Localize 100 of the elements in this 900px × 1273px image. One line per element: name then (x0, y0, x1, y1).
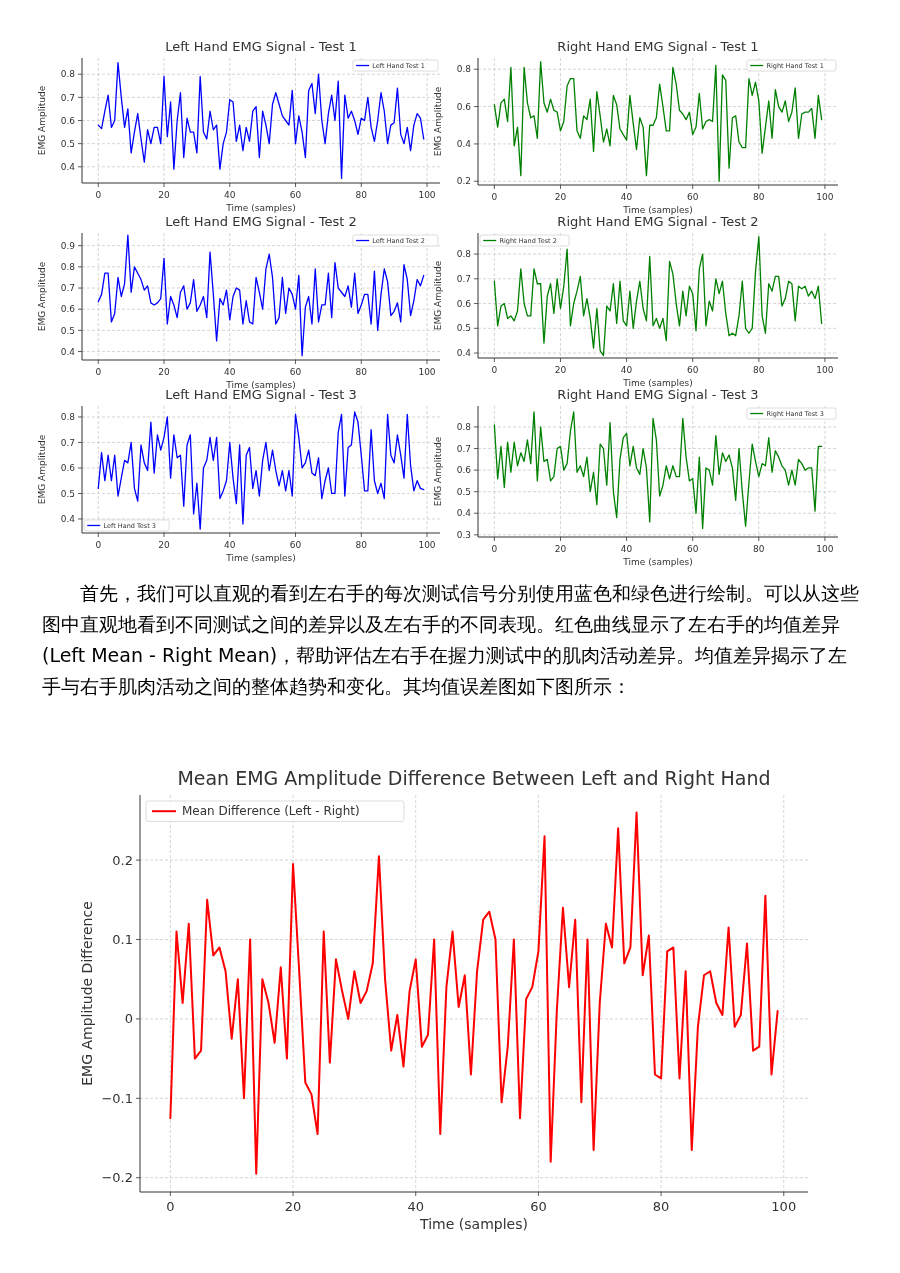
y-tick-label: 0.8 (456, 422, 472, 433)
x-axis-title: Time (samples) (225, 203, 296, 213)
legend-label: Mean Difference (Left - Right) (182, 804, 360, 819)
x-tick-label: 20 (284, 1199, 302, 1214)
text: 首先，我们可以直观的看到左右手的每次测试信号分别使用蓝色和绿色进行绘制。可以从这些图中直观地看到不同测试之间的差异以及左右手的不同表现。红色曲线显示了左右手的均值差异 (Left Mean - Right Mean)，帮助评估左右手在握力测试中的肌肉活动差异。均值差异揭示了左手与右手肌肉活动之间的整体趋势和变化。其均值误差图如下图所示： (42, 581, 860, 699)
y-tick-label: 0.5 (60, 488, 75, 499)
y-tick-label: 0.2 (112, 852, 133, 868)
y-tick-label: 0.7 (60, 437, 75, 448)
y-tick-label: 0.7 (60, 92, 75, 103)
x-tick-label: 20 (158, 367, 171, 377)
y-tick-label: 0.4 (456, 348, 472, 359)
y-axis-title: EMG Amplitude (37, 261, 47, 332)
y-tick-label: 0.2 (456, 176, 471, 187)
y-axis-title: EMG Amplitude (433, 260, 443, 331)
line-series (493, 61, 823, 182)
x-tick-label: 20 (158, 190, 171, 200)
y-tick-label: 0.4 (456, 139, 472, 150)
x-tick-label: 20 (554, 365, 567, 375)
x-tick-label: 20 (158, 540, 171, 550)
x-tick-label: 60 (530, 1199, 547, 1214)
x-tick-label: 0 (491, 365, 498, 375)
y-tick-label: 0.9 (60, 240, 76, 251)
x-tick-label: 40 (407, 1199, 424, 1214)
y-tick-label: 0.6 (60, 115, 76, 126)
x-tick-label: 100 (816, 365, 834, 375)
x-tick-label: 100 (418, 540, 436, 550)
y-tick-label: 0.8 (60, 412, 76, 423)
x-tick-label: 60 (289, 190, 302, 200)
y-tick-label: −0.1 (101, 1090, 133, 1106)
y-tick-label: 0.7 (60, 283, 75, 294)
y-tick-label: 0.6 (456, 101, 472, 112)
line-series (97, 411, 425, 530)
y-tick-label: 0.4 (60, 514, 76, 525)
x-tick-label: 20 (554, 192, 567, 202)
x-tick-label: 40 (224, 540, 236, 550)
x-tick-label: 0 (491, 544, 498, 554)
x-tick-label: 60 (686, 544, 699, 554)
chart-title: Left Hand EMG Signal - Test 2 (165, 213, 357, 229)
y-tick-label: −0.2 (101, 1170, 133, 1186)
y-axis-title: EMG Amplitude (433, 436, 443, 507)
y-tick-label: 0.6 (456, 298, 472, 309)
chart-title: Mean EMG Amplitude Difference Between Left and Right Hand (177, 766, 771, 789)
x-tick-label: 100 (816, 544, 834, 554)
x-tick-label: 20 (554, 544, 567, 554)
x-tick-label: 60 (289, 367, 302, 377)
y-tick-label: 0.4 (60, 346, 76, 357)
y-tick-label: 0.8 (60, 69, 76, 80)
x-tick-label: 40 (224, 190, 236, 200)
x-tick-label: 0 (166, 1199, 175, 1214)
x-tick-label: 100 (418, 190, 436, 200)
y-axis-title: EMG Amplitude (37, 434, 47, 505)
y-tick-label: 0.5 (456, 486, 471, 497)
x-tick-label: 60 (686, 365, 699, 375)
y-tick-label: 0.5 (60, 138, 75, 149)
x-tick-label: 80 (355, 540, 368, 550)
y-tick-label: 0.1 (112, 932, 133, 948)
x-tick-label: 80 (753, 544, 765, 554)
y-axis-title: EMG Amplitude Difference (79, 901, 95, 1086)
x-tick-label: 80 (753, 365, 765, 375)
y-tick-label: 0.8 (60, 262, 76, 273)
y-tick-label: 0.3 (456, 529, 471, 540)
line-series (493, 411, 823, 530)
y-tick-label: 0.6 (60, 463, 76, 474)
x-axis-title: Time (samples) (622, 557, 693, 567)
y-tick-label: 0.6 (456, 465, 472, 476)
x-tick-label: 100 (816, 192, 834, 202)
y-tick-label: 0.4 (456, 508, 472, 519)
x-axis-title: Time (samples) (225, 553, 296, 563)
x-tick-label: 80 (355, 367, 368, 377)
line-series (493, 236, 823, 357)
y-tick-label: 0.8 (456, 64, 472, 75)
x-axis-title: Time (samples) (622, 205, 693, 215)
y-tick-label: 0.5 (456, 323, 471, 334)
line-series (97, 234, 425, 357)
x-tick-label: 40 (224, 367, 236, 377)
y-tick-label: 0.7 (456, 273, 471, 284)
x-axis-title: Time (samples) (622, 378, 693, 388)
x-tick-label: 60 (289, 540, 302, 550)
line-series (97, 61, 425, 180)
y-axis-title: EMG Amplitude (37, 85, 47, 156)
x-tick-label: 80 (753, 192, 765, 202)
y-tick-label: 0.8 (456, 249, 472, 260)
y-tick-label: 0.6 (60, 304, 76, 315)
x-tick-label: 40 (620, 192, 633, 202)
y-tick-label: 0.4 (60, 161, 76, 172)
x-tick-label: 80 (355, 190, 368, 200)
y-axis-title: EMG Amplitude (433, 86, 443, 157)
x-tick-label: 60 (686, 192, 699, 202)
chart-title: Right Hand EMG Signal - Test 1 (557, 38, 759, 54)
x-tick-label: 100 (771, 1199, 797, 1214)
x-axis-title: Time (samples) (419, 1216, 528, 1232)
x-tick-label: 0 (491, 192, 498, 202)
y-tick-label: 0.7 (456, 443, 471, 454)
x-tick-label: 80 (652, 1199, 670, 1214)
y-tick-label: 0.5 (60, 325, 75, 336)
x-tick-label: 100 (418, 367, 436, 377)
x-tick-label: 40 (620, 365, 633, 375)
x-tick-label: 40 (620, 544, 633, 554)
chart-title: Right Hand EMG Signal - Test 3 (557, 386, 759, 402)
chart-title: Right Hand EMG Signal - Test 2 (557, 213, 759, 229)
